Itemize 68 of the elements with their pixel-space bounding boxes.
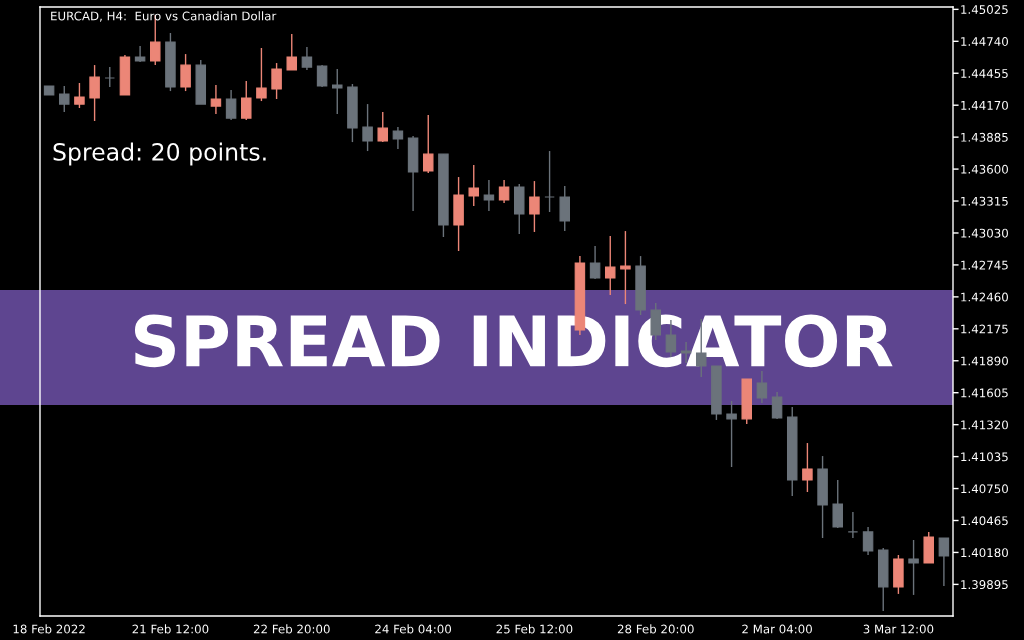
candlestick [938,537,950,587]
candlestick [89,64,100,122]
y-tick-label: 1.42460 [961,292,1008,302]
candlestick [498,179,510,204]
candlestick [847,511,859,539]
x-tick-label: 2 Mar 04:00 [742,624,812,634]
candlestick [680,341,692,364]
y-tick-label: 1.40180 [961,548,1008,558]
annotation: Spread: 20 points. [53,142,266,166]
y-tick-label: 1.42745 [961,260,1008,270]
candlestick [180,53,191,92]
candlestick [256,47,267,102]
candlestick [422,114,434,174]
y-tick-label: 1.43600 [961,164,1008,174]
y-tick-label: 1.41035 [961,452,1008,462]
y-tick-label: 1.44170 [961,100,1008,110]
candlestick [529,180,540,233]
candlestick [832,479,843,529]
candlestick [74,82,85,109]
y-tick-label: 1.43030 [961,228,1008,238]
candlestick [802,442,813,493]
candlestick [377,111,389,143]
candlestick [468,164,480,207]
x-tick-label: 18 Feb 2022 [13,624,85,634]
candlestick [665,319,677,358]
candlestick [286,33,298,71]
candlestick [908,539,919,596]
candlestick [301,46,313,71]
candlestick [483,179,495,212]
y-tick-label: 1.43885 [961,132,1008,142]
y-tick-label: 1.44455 [961,69,1008,78]
candlestick [392,126,404,150]
y-tick-label: 1.44740 [961,37,1008,46]
y-tick-label: 1.41890 [961,356,1008,366]
candlestick [559,185,571,232]
y-tick-label: 1.41605 [961,388,1008,398]
chart-title: EURCAD, H4: Euro vs Canadian Dollar [51,11,277,22]
candlestick [104,66,116,88]
y-tick-label: 1.42175 [961,324,1008,334]
candlestick [620,230,631,305]
annotation: SPREAD INDICATOR [134,314,893,368]
candlestick [362,103,373,152]
candlestick [726,400,737,468]
x-tick-label: 28 Feb 20:00 [617,624,694,634]
candlestick [225,89,237,121]
x-tick-label: 3 Mar 12:00 [863,624,934,634]
candlestick [331,68,343,115]
candlestick [862,526,874,556]
candlestick [241,80,252,121]
candlestick [604,235,616,296]
candlestick [589,245,601,280]
x-tick-label: 22 Feb 20:00 [253,624,330,634]
candlestick [756,370,768,404]
candlestick [134,45,146,63]
y-tick-label: 1.39895 [961,580,1008,590]
x-tick-label: 24 Feb 04:00 [375,624,452,634]
y-tick-label: 1.45025 [961,5,1008,15]
y-tick-label: 1.43315 [961,196,1008,206]
y-tick-label: 1.40465 [961,516,1008,526]
candlestick [771,391,783,420]
x-tick-label: 25 Feb 12:00 [496,624,573,634]
candlestick [59,85,70,113]
candlestick [544,150,555,213]
candlestick [210,84,222,115]
x-tick-label: 21 Feb 12:00 [132,624,209,634]
candlestick [271,62,282,100]
y-tick-label: 1.40750 [961,484,1008,494]
y-tick-label: 1.41320 [961,420,1008,430]
